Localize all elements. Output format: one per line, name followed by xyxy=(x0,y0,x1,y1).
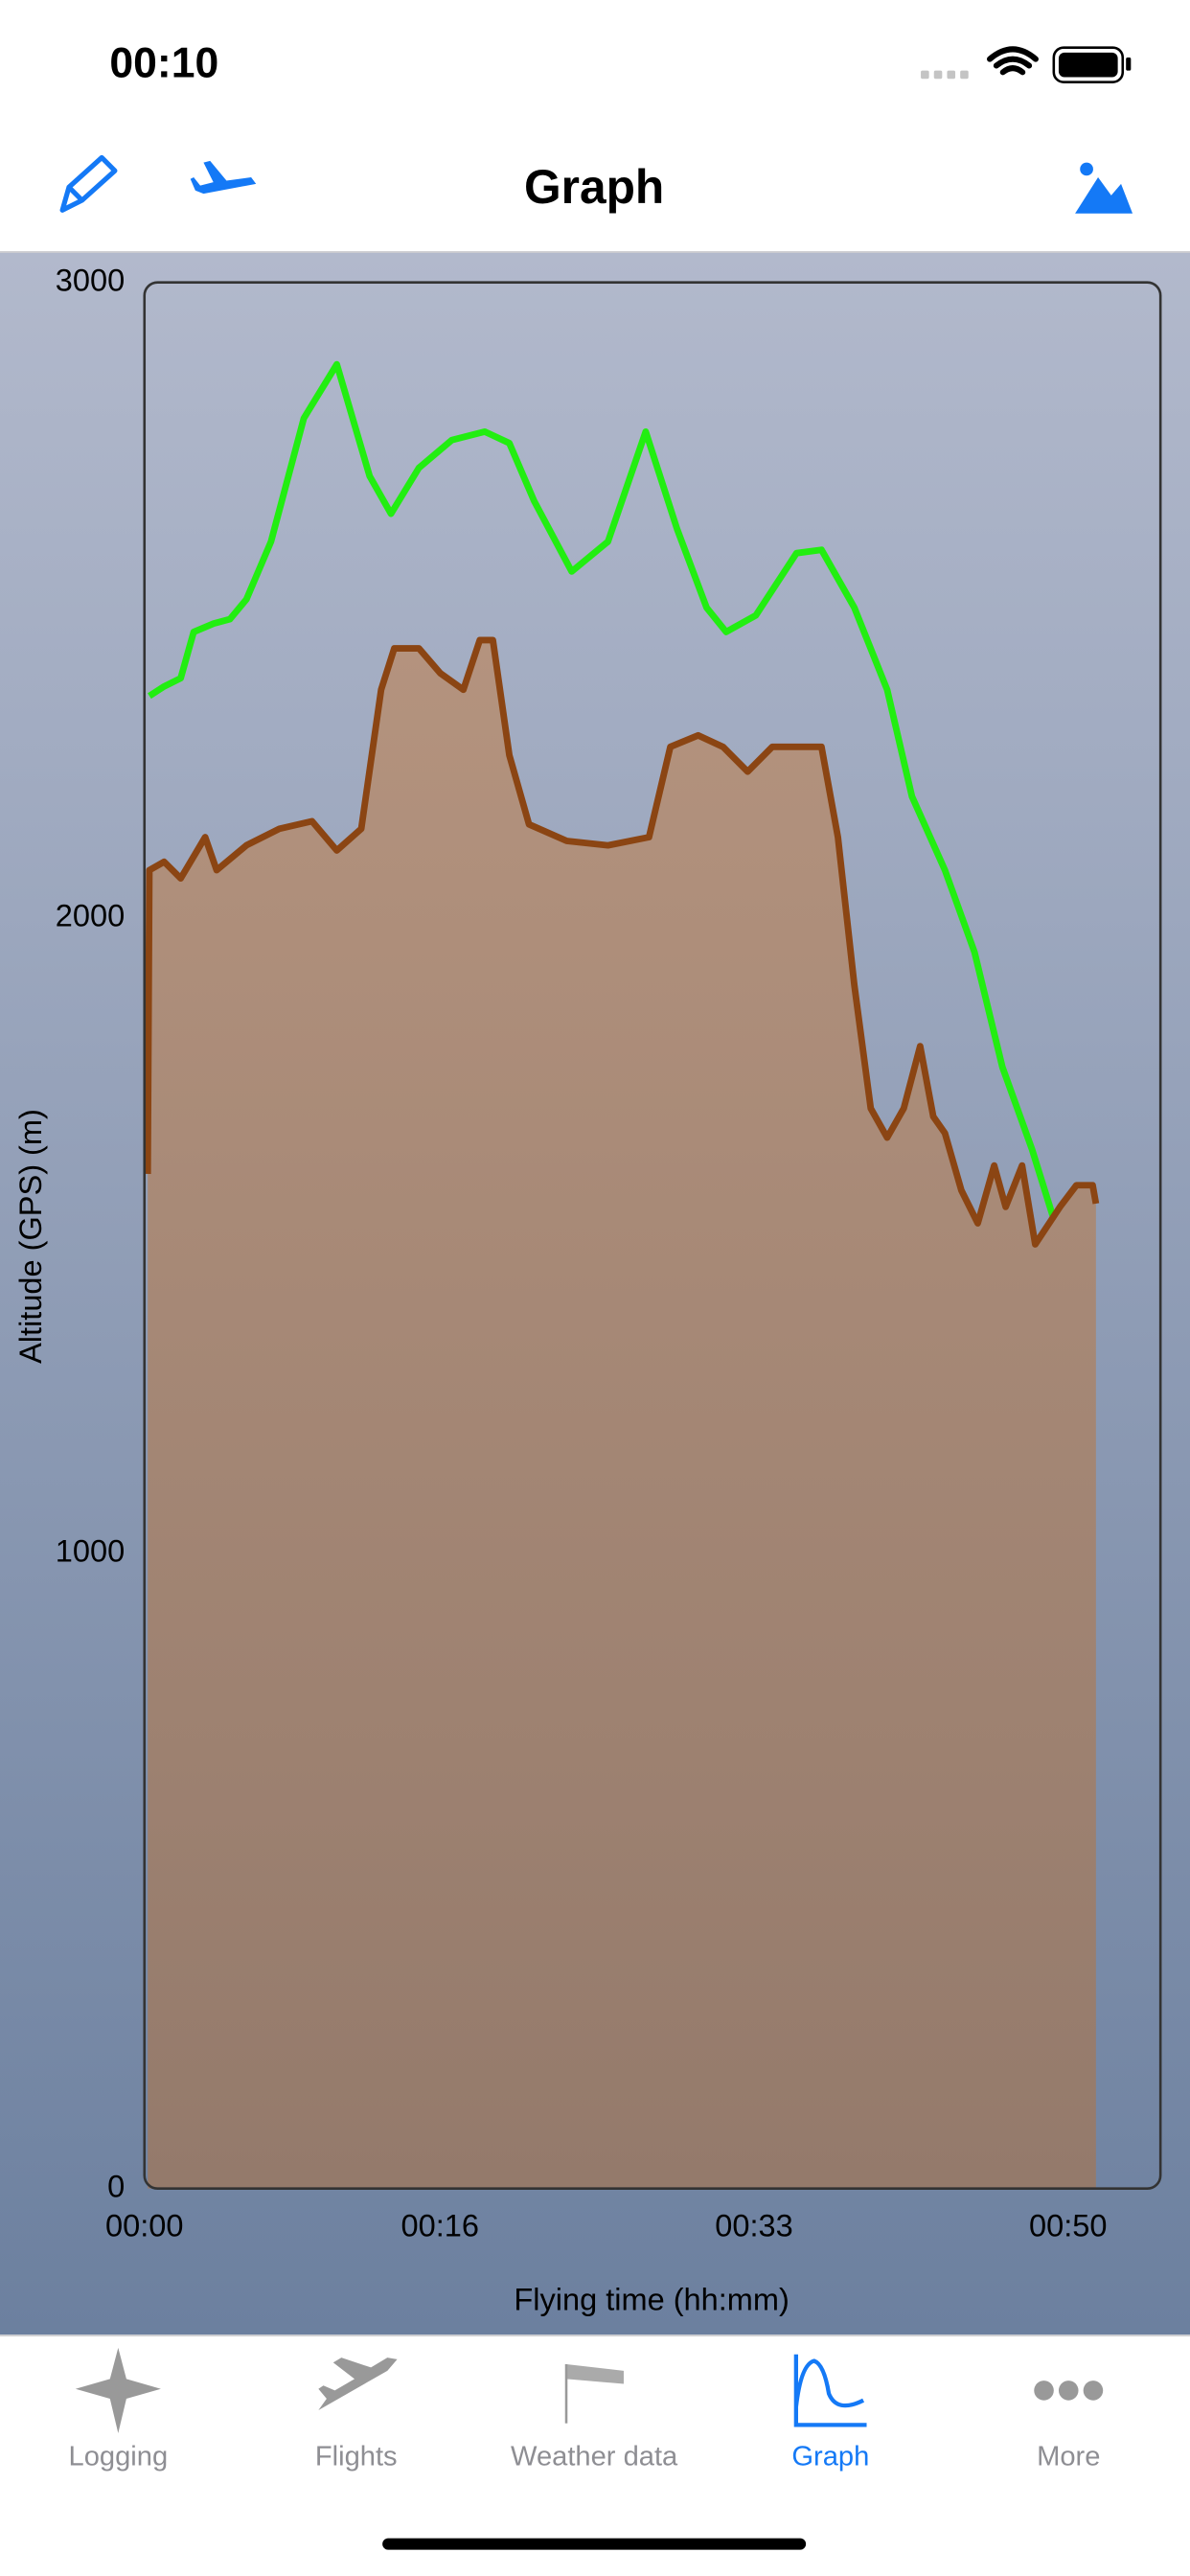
tab-label[interactable]: More xyxy=(1037,2441,1100,2472)
tab-label[interactable]: Flights xyxy=(315,2441,398,2472)
signal xyxy=(921,70,969,80)
edit-button[interactable] xyxy=(59,154,118,213)
plot xyxy=(144,360,1100,2189)
y-tick-label: 1000 xyxy=(56,1533,125,1568)
sun-icon xyxy=(1080,162,1093,176)
wifi-icon xyxy=(987,46,1039,76)
tab-label[interactable]: Logging xyxy=(69,2441,169,2472)
status-time: 00:10 xyxy=(109,39,218,86)
battery xyxy=(1052,46,1125,83)
nav-title: Graph xyxy=(524,160,664,214)
y-tick-label: 0 xyxy=(107,2169,125,2203)
x-tick-label: 00:33 xyxy=(715,2208,792,2242)
windsock-icon xyxy=(566,2363,624,2384)
y-tick-label: 3000 xyxy=(56,263,125,297)
logging-icon xyxy=(75,2347,161,2433)
home-indicator xyxy=(382,2538,807,2550)
x-tick-label: 00:00 xyxy=(105,2208,183,2242)
graph-icon xyxy=(793,2354,867,2427)
y-axis-label: Altitude (GPS) (m) xyxy=(13,1109,48,1364)
x-tick-label: 00:50 xyxy=(1029,2208,1107,2242)
series-line xyxy=(144,636,1100,1248)
tab-label[interactable]: Graph xyxy=(791,2441,869,2472)
x-axis-label: Flying time (hh:mm) xyxy=(514,2282,789,2316)
y-tick-label: 2000 xyxy=(56,898,125,932)
tab-label[interactable]: Weather data xyxy=(511,2441,678,2472)
more-icon xyxy=(1034,2380,1104,2401)
battery-level xyxy=(1058,52,1118,78)
x-tick-label: 00:16 xyxy=(401,2208,479,2242)
tab-labels: Logging Flights Weather data Graph More xyxy=(69,2441,1101,2472)
flight-button[interactable] xyxy=(190,160,257,195)
header-bg xyxy=(0,0,1190,252)
series-line xyxy=(148,360,1064,1241)
flights-icon xyxy=(318,2358,398,2410)
terrain-button[interactable] xyxy=(1075,177,1133,214)
plot-frame xyxy=(143,281,1162,2190)
battery-tip xyxy=(1126,57,1132,71)
